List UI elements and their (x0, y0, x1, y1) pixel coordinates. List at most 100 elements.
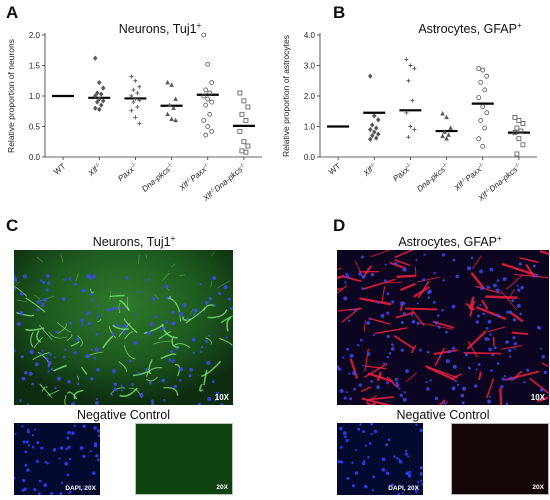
nucleus (150, 322, 155, 327)
nucleus (68, 277, 72, 281)
astrocyte-process (400, 283, 416, 291)
data-point (371, 113, 377, 119)
nucleus (96, 397, 99, 400)
neurite (146, 376, 159, 382)
astrocyte-process (341, 307, 361, 323)
nucleus (41, 280, 45, 284)
neurite (167, 295, 172, 300)
nucleus (513, 347, 516, 350)
data-point (167, 102, 172, 107)
nucleus (462, 386, 467, 391)
nucleus (35, 459, 39, 463)
nucleus (501, 377, 505, 381)
nucleus (45, 288, 49, 292)
nucleus (215, 396, 219, 400)
nucleus (122, 324, 127, 329)
nucleus (171, 359, 175, 363)
x-tick-label: Dna-pkcs-/- (140, 162, 176, 194)
micrograph-astrocytes-gfap-render (337, 250, 549, 405)
nucleus (113, 387, 117, 392)
nucleus (343, 296, 348, 301)
data-point (478, 79, 484, 85)
nucleus (207, 396, 212, 402)
panel-letter-b: B (333, 3, 346, 22)
nucleus (505, 402, 509, 405)
data-point (243, 149, 249, 155)
x-tick-label-part: WT (327, 162, 342, 177)
astrocyte-process (363, 319, 366, 332)
x-tick-label-sup: -/- (405, 162, 413, 170)
nucleus (367, 352, 371, 356)
nucleus (520, 285, 524, 290)
data-point (444, 114, 449, 120)
nucleus (343, 396, 347, 400)
data-point (375, 117, 381, 123)
nucleus (433, 271, 436, 275)
nucleus (106, 307, 111, 312)
data-point (98, 91, 104, 97)
chart-title-a-sup: + (196, 21, 202, 30)
nucleus (225, 336, 228, 339)
micrograph-neurons-tuj1-render (14, 250, 233, 405)
data-point (129, 94, 134, 98)
y-tick-label: 3.0 (304, 62, 316, 71)
nucleus (366, 320, 371, 326)
nucleus (94, 347, 99, 352)
nucleus (133, 340, 137, 345)
nucleus (488, 347, 493, 352)
nucleus (154, 315, 158, 319)
data-point (205, 124, 211, 129)
astrocyte-process (481, 299, 489, 310)
nucleus (26, 428, 29, 431)
data-point (514, 151, 520, 157)
data-point (92, 93, 98, 99)
nucleus (93, 442, 98, 446)
nucleus (38, 479, 42, 483)
neurite (199, 383, 204, 392)
data-point (520, 142, 526, 148)
neurite (153, 340, 173, 345)
y-axis-label: Relative proportion of astrocytes (281, 35, 291, 157)
nucleus (512, 318, 517, 322)
astrocyte-process (475, 306, 506, 320)
nucleus (419, 349, 422, 352)
neurite (41, 386, 48, 392)
nucleus (96, 429, 100, 433)
nucleus (82, 454, 86, 459)
nucleus (192, 313, 196, 316)
nucleus (349, 353, 354, 358)
nucleus (55, 330, 59, 334)
neurite (66, 391, 78, 400)
data-point (209, 99, 215, 105)
nucleus (455, 274, 459, 279)
nucleus (227, 297, 231, 301)
nucleus (164, 284, 169, 289)
nucleus (204, 339, 209, 344)
astrocyte-process (417, 322, 454, 330)
y-tick-label: 2.0 (29, 31, 41, 40)
x-tick-label-sup: -/- (130, 162, 138, 170)
x-tick-label-sup: -/- (369, 162, 377, 170)
x-tick-label-part: Dna-pkcs (140, 165, 172, 194)
nucleus (31, 382, 35, 386)
nucleus (452, 364, 457, 369)
nucleus (115, 323, 119, 327)
chart-title-a-text: Neurons, Tuj1 (118, 22, 197, 37)
data-point (404, 57, 409, 62)
nucleus (541, 355, 546, 359)
nucleus (397, 492, 401, 495)
nucleus (34, 362, 39, 367)
nucleus (363, 484, 368, 489)
nucleus (20, 355, 24, 359)
nucleus (131, 383, 134, 386)
panel-letter-a: A (6, 3, 19, 22)
nucleus (53, 356, 56, 359)
nucleus (171, 321, 176, 326)
nucleus (404, 452, 408, 456)
x-tick-label-sup: -/- (460, 176, 468, 184)
caption-c-text: Neurons, Tuj1 (92, 235, 171, 250)
astrocyte-process (370, 250, 390, 258)
micrograph-neurons-tuj1: 10X (14, 250, 233, 405)
nucleus (513, 341, 517, 346)
nucleus (39, 352, 43, 356)
